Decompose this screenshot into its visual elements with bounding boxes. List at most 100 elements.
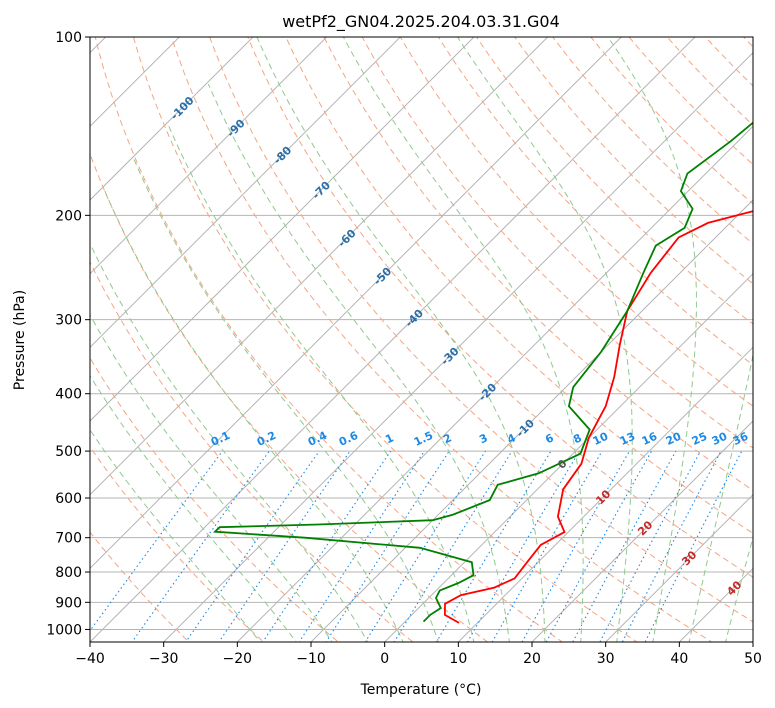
moist-adiabat-line xyxy=(167,123,475,642)
dry-adiabat-line xyxy=(514,37,753,285)
x-tick-label: −20 xyxy=(223,651,253,667)
dry-adiabat-line xyxy=(247,37,753,578)
isotherm-line xyxy=(310,199,753,642)
mixing-ratio-label: 36 xyxy=(731,430,751,448)
moist-adiabat-line xyxy=(688,352,753,642)
mixing-ratio-label: 20 xyxy=(664,430,684,448)
y-tick-label: 500 xyxy=(55,444,82,460)
mixing-ratio-label: 3 xyxy=(477,431,489,446)
isotherm-line xyxy=(531,420,753,642)
isotherm-line xyxy=(0,10,59,654)
isotherm-line xyxy=(236,125,753,642)
mixing-ratio-line xyxy=(435,450,552,642)
mixing-ratio-label: 0.6 xyxy=(337,429,360,449)
mixing-ratio-line xyxy=(572,450,677,642)
mixing-ratio-label: 30 xyxy=(710,430,730,448)
mixing-ratio-line xyxy=(218,450,351,642)
moist-adiabat-line xyxy=(90,429,261,642)
x-tick-label: 40 xyxy=(670,651,688,667)
x-tick-label: −30 xyxy=(149,651,179,667)
x-tick-label: 20 xyxy=(523,651,541,667)
moist-adiabat-line xyxy=(456,37,633,642)
moist-adiabat-line xyxy=(90,374,297,642)
dry-adiabat-line xyxy=(285,37,753,535)
mixing-ratio-line xyxy=(521,450,630,642)
moist-adiabat-line xyxy=(103,188,404,642)
dewpoint-line xyxy=(212,121,753,623)
mixing-ratio-label: 1.5 xyxy=(412,429,435,449)
chart-title: wetPf2_GN04.2025.204.03.31.G04 xyxy=(282,12,560,32)
isotherm-line xyxy=(90,37,475,422)
mixing-ratio-line xyxy=(644,450,743,642)
temperature-line xyxy=(443,210,753,624)
isotherm-line xyxy=(90,37,402,349)
dry-adiabat-line xyxy=(90,446,265,642)
mixing-ratio-label: 1 xyxy=(383,431,395,446)
x-tick-label: 50 xyxy=(744,651,762,667)
dry-adiabat-line xyxy=(90,260,414,642)
isotherm-line xyxy=(90,37,181,128)
y-tick-label: 300 xyxy=(55,313,82,329)
dry-adiabat-line xyxy=(90,152,489,642)
mixing-ratio-label: 0.1 xyxy=(209,429,232,449)
dry-adiabat-line xyxy=(437,37,753,366)
mixing-ratio-line xyxy=(491,450,603,642)
moist-adiabat-line xyxy=(256,37,546,642)
isotherm-line xyxy=(90,37,254,201)
mixing-ratio-line xyxy=(621,450,722,642)
x-tick-label: −40 xyxy=(75,651,105,667)
dry-adiabat-line xyxy=(399,37,753,407)
dry-adiabat-line xyxy=(170,37,713,642)
isotherm-line xyxy=(457,346,753,642)
mixing-ratio-label: 8 xyxy=(571,431,583,446)
isotherm-line xyxy=(383,272,753,642)
mixing-ratio-line xyxy=(298,450,425,642)
isotherm-line xyxy=(752,641,753,642)
mixing-ratio-line xyxy=(325,450,450,642)
moist-adiabat-line xyxy=(90,242,369,642)
dry-adiabat-line xyxy=(94,37,564,642)
y-tick-label: 700 xyxy=(55,531,82,547)
moist-adiabat-line xyxy=(724,535,753,642)
mixing-ratio-line xyxy=(545,450,653,642)
x-tick-label: 0 xyxy=(380,651,389,667)
dry-adiabat-line xyxy=(90,356,340,642)
moist-adiabat-line xyxy=(607,37,697,642)
moist-adiabat-line xyxy=(342,37,584,642)
dry-adiabat-label: -60 xyxy=(335,227,358,250)
dry-adiabat-line xyxy=(590,37,753,205)
x-tick-label: −10 xyxy=(296,651,326,667)
x-axis-label: Temperature (°C) xyxy=(360,682,482,698)
mixing-ratio-line xyxy=(466,450,580,642)
x-tick-label: 30 xyxy=(597,651,615,667)
isotherm-line xyxy=(90,37,623,570)
y-tick-label: 100 xyxy=(55,30,82,46)
dry-adiabat-line xyxy=(90,531,190,642)
isotherm-line xyxy=(90,37,328,275)
dry-adiabat-line xyxy=(755,10,775,654)
isotherm-line xyxy=(604,493,753,642)
mixing-ratio-line xyxy=(90,450,223,632)
dry-adiabat-line xyxy=(742,37,753,48)
plot-frame xyxy=(89,36,754,643)
mixing-ratio-label: 2 xyxy=(441,431,453,446)
y-tick-label: 800 xyxy=(55,565,82,581)
dry-adiabat-line xyxy=(209,37,753,623)
isotherm-line xyxy=(90,37,549,496)
mixing-ratio-label: 0.2 xyxy=(255,429,278,449)
moist-adiabat-line xyxy=(207,83,510,642)
mixing-ratio-line xyxy=(131,450,270,642)
mixing-ratio-line xyxy=(262,450,392,642)
mixing-ratio-line xyxy=(185,450,320,642)
mixing-ratio-line xyxy=(393,450,513,642)
y-tick-label: 900 xyxy=(55,595,82,611)
mixing-ratio-label: 10 xyxy=(591,430,611,448)
y-tick-label: 600 xyxy=(55,491,82,507)
moist-adiabat-line xyxy=(90,313,333,642)
mixing-ratio-label: 13 xyxy=(618,430,637,448)
y-axis-label: Pressure (hPa) xyxy=(12,290,28,390)
mixing-ratio-label: 25 xyxy=(690,430,709,448)
dry-adiabat-line xyxy=(361,37,753,449)
dry-adiabat-label: -100 xyxy=(168,94,197,123)
